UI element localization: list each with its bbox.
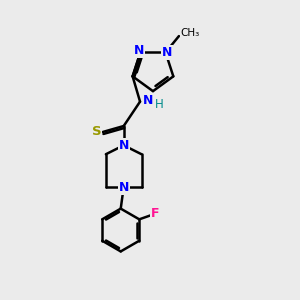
Text: N: N	[134, 44, 144, 58]
Text: S: S	[92, 125, 101, 138]
Text: N: N	[143, 94, 154, 106]
Text: H: H	[155, 98, 164, 110]
Text: CH₃: CH₃	[180, 28, 200, 38]
Text: N: N	[119, 139, 130, 152]
Text: N: N	[162, 46, 172, 59]
Text: F: F	[152, 208, 160, 220]
Text: N: N	[118, 181, 129, 194]
